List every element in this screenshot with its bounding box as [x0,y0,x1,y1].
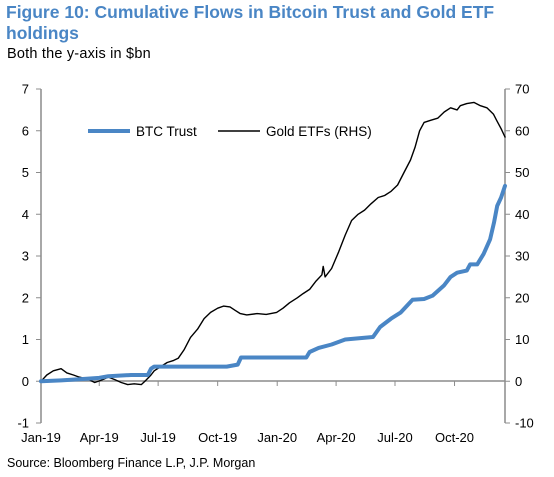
y-left-tick-label: 6 [22,123,29,138]
x-tick-label: Apr-20 [317,430,356,445]
x-tick-label: Oct-19 [198,430,237,445]
y-right-tick-label: 70 [515,82,529,97]
x-tick-label: Apr-19 [80,430,119,445]
y-right-tick-label: 50 [515,165,529,180]
x-tick-label: Jul-19 [140,430,175,445]
y-right-tick-label: 10 [515,332,529,347]
source-note: Source: Bloomberg Finance L.P, J.P. Morg… [7,456,256,470]
chart-title: Figure 10: Cumulative Flows in Bitcoin T… [6,2,495,43]
chart-subtitle: Both the y-axis in $bn [7,46,151,62]
y-right-tick-label: 60 [515,123,529,138]
y-left-tick-label: 7 [22,82,29,97]
legend: BTC Trust Gold ETFs (RHS) [88,124,372,139]
x-tick-label: Jul-20 [377,430,412,445]
btc-trust-line [39,183,507,384]
y-left-tick-label: 2 [22,290,29,305]
legend-label-btc-trust: BTC Trust [136,124,197,139]
series-layer [39,101,507,386]
y-left-tick-label: 4 [22,207,29,222]
x-tick-label: Jan-19 [21,430,61,445]
x-tick-label: Oct-20 [435,430,474,445]
gold-etfs-line [40,101,506,386]
y-right-tick-label: 40 [515,207,529,222]
y-left-tick-label: -1 [17,416,29,431]
y-right-tick-label: 30 [515,249,529,264]
y-right-tick-label: -10 [515,416,534,431]
y-right-tick-label: 20 [515,290,529,305]
y-left-tick-label: 3 [22,249,29,264]
y-right-tick-label: 0 [515,374,522,389]
y-left-tick-label: 0 [22,374,29,389]
y-left-tick-label: 1 [22,332,29,347]
x-tick-label: Jan-20 [257,430,297,445]
y-left-tick-label: 5 [22,165,29,180]
legend-label-gold-etfs: Gold ETFs (RHS) [266,124,372,139]
